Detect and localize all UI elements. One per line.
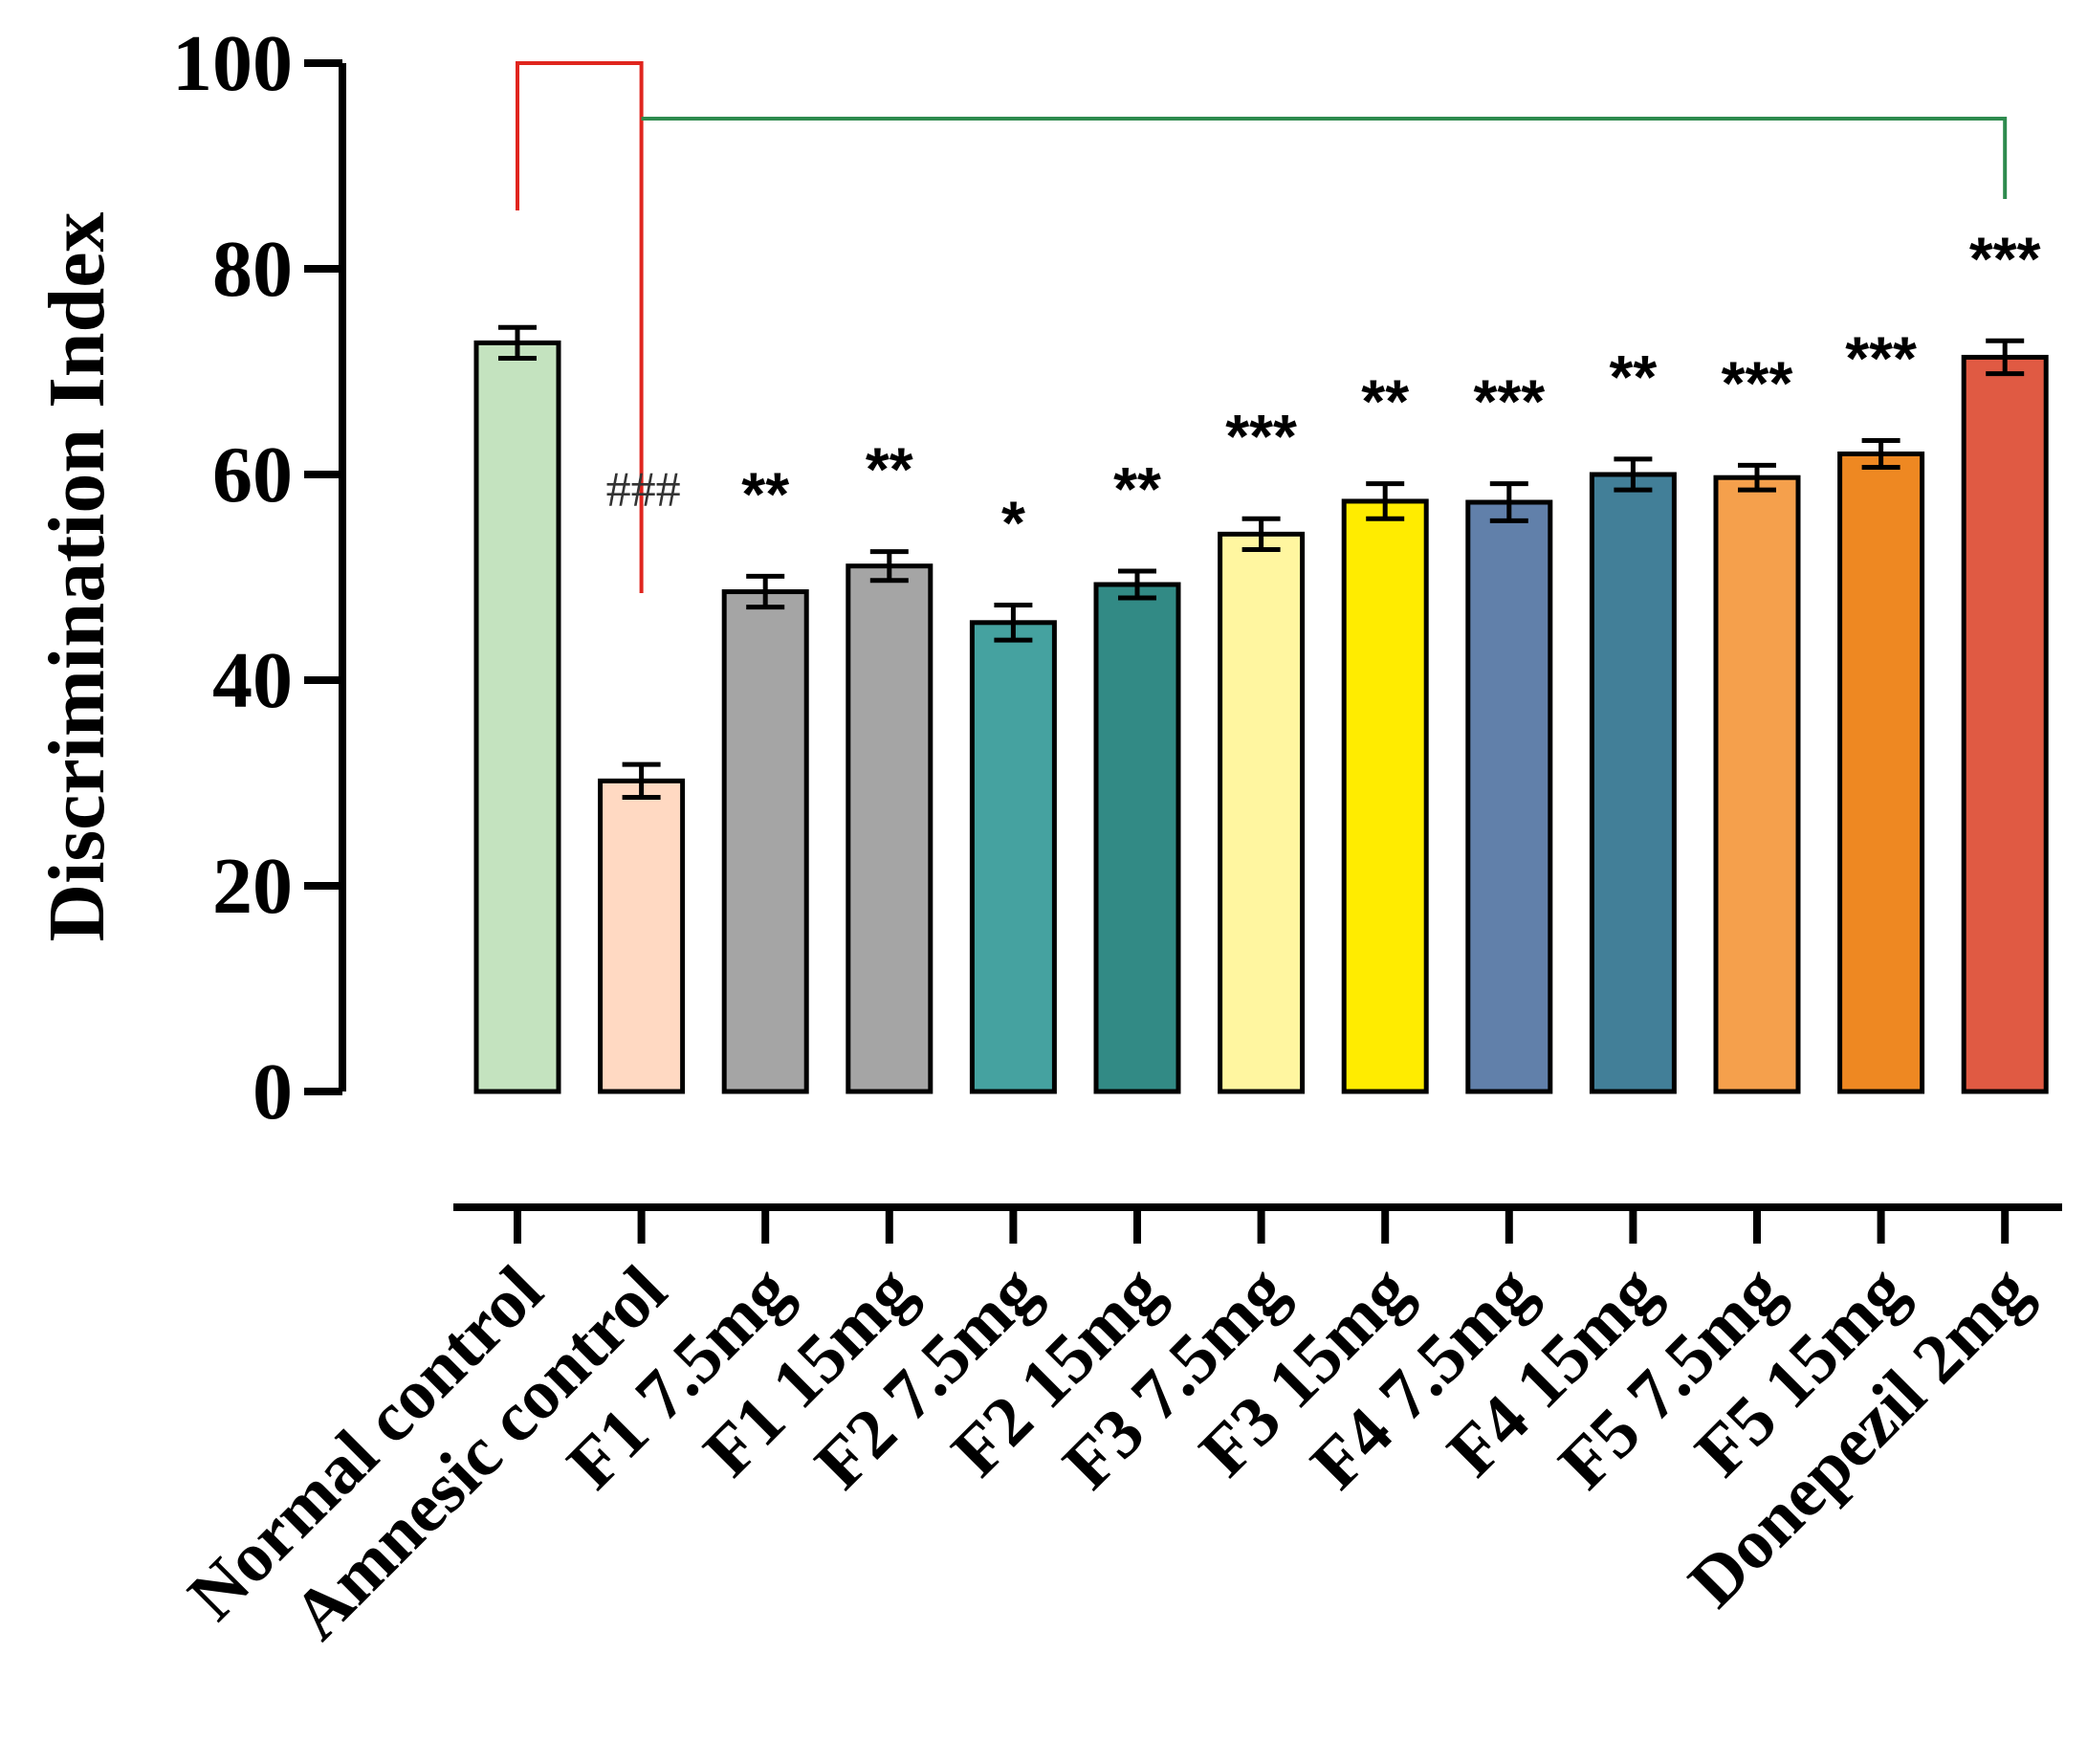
bar [721, 589, 809, 1094]
bar [1465, 499, 1553, 1094]
y-tick-label: 60 [212, 430, 293, 519]
bar [1961, 354, 2049, 1094]
y-tick-label: 0 [253, 1047, 293, 1136]
significance-labels: ### ** *** ******* *** ** *** ****** [606, 224, 2041, 557]
significance-stars: *** [1845, 324, 1917, 393]
bars-group [473, 324, 2049, 1094]
y-tick-label: 100 [172, 19, 293, 108]
y-tick-label: 80 [212, 225, 293, 314]
significance-stars: ** [1609, 342, 1657, 411]
significance-stars: ** [1113, 454, 1161, 523]
significance-stars: ** [741, 459, 789, 528]
comparison-brackets [516, 61, 2008, 593]
significance-stars: *** [1225, 402, 1297, 471]
bar [598, 778, 686, 1094]
bar [473, 340, 561, 1094]
bar [1341, 498, 1429, 1094]
bar [1218, 531, 1306, 1094]
bar [1837, 452, 1925, 1094]
significance-stars: ** [866, 435, 913, 504]
y-axis-title: Discrimination Index [33, 211, 121, 941]
y-tick-label: 40 [212, 636, 293, 725]
bar [1093, 582, 1181, 1094]
significance-stars: * [1001, 489, 1025, 558]
significance-hash: ### [606, 462, 681, 517]
bracket-amnesic-vs-donepezil [641, 117, 2008, 199]
significance-stars: *** [1473, 367, 1545, 436]
significance-stars: ** [1361, 367, 1409, 436]
bar [846, 563, 934, 1094]
bar [1589, 472, 1677, 1094]
bracket-normal-vs-amnesic [516, 61, 644, 593]
significance-stars: *** [1969, 224, 2041, 293]
bar [1713, 474, 1801, 1094]
significance-stars: *** [1722, 348, 1793, 417]
y-axis: 0 20 40 60 80 100 [172, 19, 346, 1136]
bar [969, 620, 1057, 1094]
y-tick-label: 20 [212, 842, 293, 931]
